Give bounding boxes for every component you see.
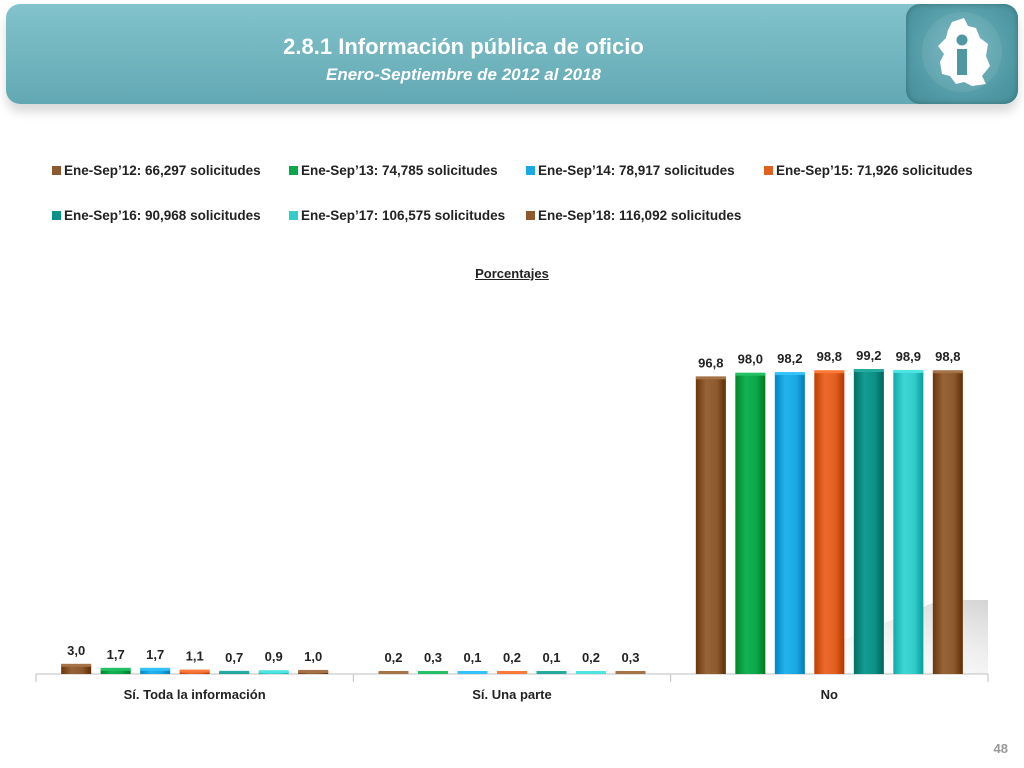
bar-cap [893, 369, 924, 373]
bar [100, 668, 131, 674]
legend-item: Ene-Sep’17: 106,575 solicitudes [289, 208, 505, 223]
bar-cap [258, 670, 289, 674]
bar [932, 371, 963, 674]
bar-cap [695, 376, 726, 380]
data-label: 1,7 [107, 647, 125, 662]
legend-label: Ene-Sep’18: 116,092 solicitudes [538, 208, 742, 223]
legend-item: Ene-Sep’15: 71,926 solicitudes [764, 163, 973, 178]
bar [735, 373, 766, 674]
bar-cap [418, 671, 448, 674]
data-label: 98,2 [777, 351, 802, 366]
bar-cap [61, 663, 92, 667]
data-label: 1,7 [146, 647, 164, 662]
bar [695, 377, 726, 674]
legend-label: Ene-Sep’16: 90,968 solicitudes [64, 208, 261, 223]
data-label: 98,0 [738, 352, 763, 367]
bar-cap [814, 370, 845, 374]
x-tick-label: Sí. Toda la información [124, 687, 266, 702]
legend-label: Ene-Sep’13: 74,785 solicitudes [301, 163, 498, 178]
bar-cap [100, 667, 131, 671]
data-label: 1,1 [186, 649, 204, 664]
bar-cap [219, 670, 250, 674]
data-label: 0,1 [542, 650, 560, 665]
x-tick-label: Sí. Una parte [472, 687, 551, 702]
bar [140, 668, 171, 674]
bar [853, 370, 884, 674]
bar [774, 373, 805, 674]
data-label: 0,3 [621, 650, 639, 665]
bar-cap [378, 671, 409, 674]
cdmx-map-info-icon [922, 12, 1002, 92]
data-label: 0,1 [463, 650, 481, 665]
legend-label: Ene-Sep’14: 78,917 solicitudes [538, 163, 735, 178]
legend-swatch [52, 165, 61, 175]
page-title: 2.8.1 Información pública de oficio [283, 34, 644, 59]
legend-swatch [289, 165, 298, 175]
legend-swatch [52, 210, 61, 220]
data-label: 96,8 [698, 355, 723, 370]
data-label: 3,0 [67, 643, 85, 658]
legend-label: Ene-Sep’15: 71,926 solicitudes [776, 163, 973, 178]
legend-item: Ene-Sep’13: 74,785 solicitudes [289, 163, 498, 178]
legend-item: Ene-Sep’16: 90,968 solicitudes [52, 208, 261, 223]
legend-label: Ene-Sep’17: 106,575 solicitudes [301, 208, 506, 223]
bar-cap [298, 669, 329, 673]
legend-swatch [526, 165, 535, 175]
page-number: 48 [993, 741, 1008, 756]
bar-cap [576, 671, 606, 674]
logo [906, 4, 1018, 104]
header-banner: 2.8.1 Información pública de oficio Ener… [6, 4, 1018, 104]
bar-cap [774, 372, 805, 376]
legend-item: Ene-Sep’14: 78,917 solicitudes [526, 163, 735, 178]
bar-cap [853, 369, 884, 372]
data-label: 0,3 [424, 650, 442, 665]
x-tick-label: No [821, 687, 838, 702]
bar-cap [615, 671, 646, 674]
data-label: 99,2 [856, 348, 881, 363]
data-label: 0,2 [384, 650, 402, 665]
data-label: 1,0 [304, 649, 322, 664]
legend-swatch [526, 210, 535, 220]
legend-swatch [289, 210, 298, 220]
bar-cap [140, 667, 171, 671]
bar-cap [457, 671, 488, 674]
page-subtitle: Enero-Septiembre de 2012 al 2018 [326, 65, 601, 84]
legend-label: Ene-Sep’12: 66,297 solicitudes [64, 163, 261, 178]
bar [893, 370, 924, 674]
chart-title: Porcentajes [475, 266, 549, 281]
data-label: 98,8 [817, 349, 842, 364]
legend-item: Ene-Sep’12: 66,297 solicitudes [52, 163, 261, 178]
bar [61, 664, 92, 674]
bar [814, 371, 845, 674]
bar-cap [932, 370, 963, 374]
data-label: 98,8 [935, 349, 960, 364]
data-label: 0,2 [503, 650, 521, 665]
data-label: 98,9 [896, 349, 921, 364]
bar-cap [735, 372, 766, 376]
bar-cap [179, 669, 210, 673]
data-label: 0,7 [225, 650, 243, 665]
legend-item: Ene-Sep’18: 116,092 solicitudes [526, 208, 741, 223]
data-label: 0,2 [582, 650, 600, 665]
bar-cap [536, 671, 567, 674]
bar-cap [497, 671, 527, 674]
legend-swatch [764, 165, 773, 175]
data-label: 0,9 [265, 649, 283, 664]
